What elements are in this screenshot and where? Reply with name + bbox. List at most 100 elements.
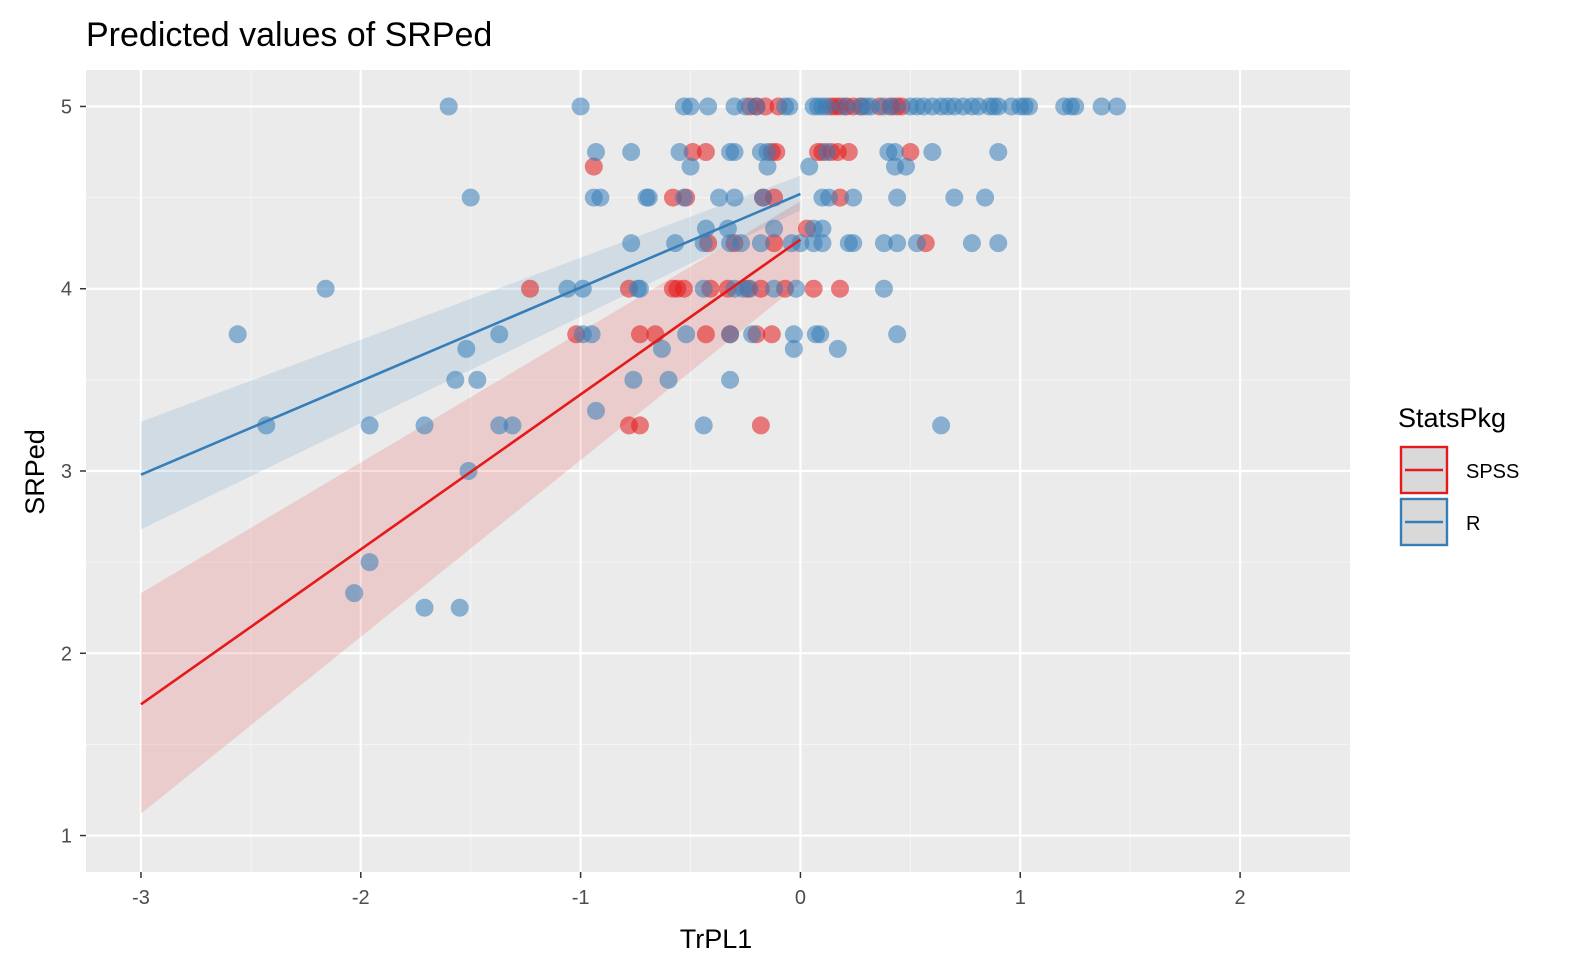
- data-point-spss: [765, 234, 784, 253]
- data-point-r: [800, 157, 819, 176]
- data-point-spss: [584, 157, 603, 176]
- data-point-r: [503, 416, 522, 435]
- data-point-r: [765, 279, 784, 298]
- legend-title: StatsPkg: [1398, 403, 1506, 433]
- data-point-r: [751, 234, 770, 253]
- data-point-r: [874, 234, 893, 253]
- data-point-r: [888, 188, 907, 207]
- data-point-spss: [901, 143, 920, 162]
- y-axis-title: SRPed: [20, 429, 50, 515]
- data-point-r: [844, 188, 863, 207]
- data-point-spss: [630, 416, 649, 435]
- data-point-r: [883, 97, 902, 116]
- data-point-r: [989, 234, 1008, 253]
- data-point-r: [780, 97, 799, 116]
- x-tick-label: -2: [352, 887, 370, 909]
- fit-line-spss: [140, 238, 802, 706]
- y-tick-label: 1: [61, 826, 72, 848]
- x-axis-title: TrPL1: [680, 924, 753, 954]
- legend: StatsPkg SPSS R: [1398, 403, 1519, 547]
- data-point-r: [754, 188, 773, 207]
- y-tick-label: 4: [61, 279, 72, 301]
- x-tick-label: -1: [572, 887, 590, 909]
- data-point-r: [490, 325, 509, 344]
- data-point-r: [257, 416, 276, 435]
- x-tick-label: 0: [795, 887, 806, 909]
- data-point-r: [743, 325, 762, 344]
- data-point-r: [844, 234, 863, 253]
- legend-item-spss: SPSS: [1399, 445, 1519, 495]
- data-point-r: [670, 143, 689, 162]
- data-point-r: [652, 339, 671, 358]
- legend-label-r: R: [1466, 513, 1480, 535]
- y-axis-ticks: 1 2 3 4 5: [61, 96, 86, 848]
- data-point-r: [813, 234, 832, 253]
- data-point-r: [582, 325, 601, 344]
- data-point-r: [811, 325, 830, 344]
- data-point-r: [758, 157, 777, 176]
- data-point-r: [765, 219, 784, 238]
- data-point-r: [316, 279, 335, 298]
- data-point-r: [907, 234, 926, 253]
- data-point-r: [896, 157, 915, 176]
- data-point-r: [923, 143, 942, 162]
- legend-label-spss: SPSS: [1466, 461, 1519, 483]
- data-point-r: [630, 279, 649, 298]
- data-point-r: [861, 97, 880, 116]
- data-point-r: [666, 234, 685, 253]
- data-point-r: [725, 188, 744, 207]
- x-tick-label: -3: [132, 887, 150, 909]
- data-point-r: [639, 188, 658, 207]
- y-tick-label: 3: [61, 461, 72, 483]
- data-point-spss: [762, 325, 781, 344]
- data-point-r: [721, 325, 740, 344]
- data-point-r: [721, 370, 740, 389]
- data-point-spss: [751, 416, 770, 435]
- data-point-r: [1107, 97, 1126, 116]
- data-point-r: [490, 416, 509, 435]
- data-point-r: [725, 143, 744, 162]
- data-point-r: [415, 598, 434, 617]
- data-point-r: [699, 97, 718, 116]
- data-point-r: [784, 339, 803, 358]
- x-tick-label: 2: [1235, 887, 1246, 909]
- data-point-r: [820, 188, 839, 207]
- plot-panel: [86, 70, 1350, 872]
- data-point-r: [835, 97, 854, 116]
- fit-line-r: [140, 192, 801, 476]
- data-point-r: [784, 325, 803, 344]
- data-point-r: [758, 143, 777, 162]
- data-point-r: [787, 279, 806, 298]
- data-point-r: [747, 97, 766, 116]
- data-point-r: [360, 553, 379, 572]
- x-tick-label: 1: [1015, 887, 1026, 909]
- data-point-spss: [683, 143, 702, 162]
- data-point-r: [622, 234, 641, 253]
- data-point-r: [732, 234, 751, 253]
- data-point-r: [989, 143, 1008, 162]
- data-point-r: [1066, 97, 1085, 116]
- data-point-r: [457, 339, 476, 358]
- data-point-spss: [831, 279, 850, 298]
- data-point-r: [624, 370, 643, 389]
- data-point-r: [586, 143, 605, 162]
- data-point-r: [694, 279, 713, 298]
- data-point-r: [694, 234, 713, 253]
- data-point-r: [586, 401, 605, 420]
- data-point-r: [989, 97, 1008, 116]
- data-point-r: [1020, 97, 1039, 116]
- data-point-spss: [674, 279, 693, 298]
- data-point-r: [962, 234, 981, 253]
- data-point-r: [571, 97, 590, 116]
- data-point-r: [710, 188, 729, 207]
- data-point-r: [677, 325, 696, 344]
- data-point-r: [945, 188, 964, 207]
- data-point-spss: [521, 279, 540, 298]
- data-point-r: [591, 188, 610, 207]
- data-point-r: [791, 234, 810, 253]
- data-point-r: [874, 279, 893, 298]
- data-point-r: [817, 97, 836, 116]
- data-point-r: [694, 416, 713, 435]
- data-point-r: [828, 339, 847, 358]
